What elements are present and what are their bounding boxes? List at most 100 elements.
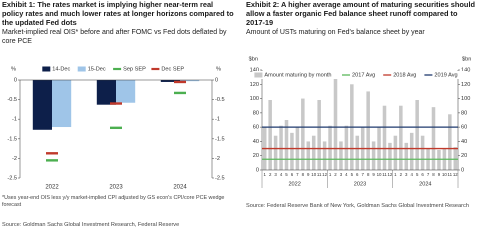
x-tick-label: 12: [387, 172, 392, 177]
x-tick-label: 12: [322, 172, 327, 177]
bar: [355, 135, 360, 170]
y2-tick-label: -1: [215, 117, 220, 123]
x-tick-label: 7: [427, 172, 430, 177]
bar: [431, 107, 436, 170]
page: {"chart_data": [ {"type": "bar", "title"…: [2, 0, 476, 228]
bar: [448, 114, 452, 170]
x-tick-label: 1: [329, 172, 332, 177]
y2-tick-label: 0: [215, 77, 218, 83]
bar: [420, 135, 425, 170]
x-tick-label: 10: [442, 172, 447, 177]
x-tick-label: 9: [372, 172, 375, 177]
x-tick-label: 2: [400, 172, 403, 177]
x-tick-label: 10: [377, 172, 382, 177]
x-group-label: 2022: [288, 181, 300, 187]
chart-title: Exhibit 1: The rates market is implying …: [2, 0, 234, 27]
y-tick-label: 0: [256, 167, 259, 173]
bar: [404, 142, 409, 170]
bar: [306, 141, 311, 170]
x-tick-label: 2023: [109, 185, 123, 191]
x-tick-label: 4: [280, 172, 283, 177]
y2-axis-label: $bn: [462, 56, 471, 62]
legend-swatch: [42, 66, 51, 72]
x-tick-label: 4: [410, 172, 413, 177]
x-tick-label: 3: [405, 172, 408, 177]
x-tick-label: 11: [382, 172, 387, 177]
x-group-label: 2024: [419, 181, 431, 187]
y-tick-label: 40: [253, 139, 259, 145]
y2-axis-label: %: [216, 66, 221, 72]
x-tick-label: 7: [361, 172, 364, 177]
x-tick-label: 11: [448, 172, 453, 177]
bar: [339, 141, 343, 170]
y-tick-label: 120: [250, 82, 259, 88]
legend-swatch: [254, 72, 263, 78]
y-tick-label: 60: [253, 125, 259, 131]
y2-tick-label: -1.5: [215, 136, 225, 142]
x-tick-label: 6: [421, 172, 424, 177]
bar: [415, 100, 419, 170]
bar: [290, 132, 294, 170]
legend-label: 2018 Avg: [393, 72, 416, 78]
x-tick-label: 1: [263, 172, 266, 177]
y2-tick-label: 40: [461, 139, 467, 145]
x-tick-label: 6: [291, 172, 294, 177]
x-group-label: 2023: [354, 181, 366, 187]
y-tick-label: -2.5: [7, 175, 17, 181]
chart-subtitle: Market-implied real OIS* before and afte…: [2, 29, 227, 45]
bar: [96, 80, 116, 105]
x-tick-label: 8: [367, 172, 370, 177]
source: Source: Federal Reserve Bank of New York…: [246, 203, 469, 209]
y2-tick-label: 60: [461, 125, 467, 131]
bar: [317, 100, 321, 170]
bar: [366, 91, 370, 170]
y2-tick-label: 0: [461, 167, 464, 173]
x-tick-label: 12: [453, 172, 458, 177]
legend-label: 14-Dec: [52, 66, 70, 72]
x-tick-label: 9: [307, 172, 310, 177]
legend-label: Dec SEP: [161, 66, 184, 72]
bar: [273, 135, 278, 170]
x-tick-label: 9: [438, 172, 441, 177]
bar: [52, 80, 72, 128]
y-axis-label: %: [11, 66, 16, 72]
y2-tick-label: -2.5: [215, 175, 225, 181]
bar: [453, 147, 458, 170]
bar: [116, 80, 136, 103]
footnote: *Uses year-end OIS less y/y market-impli…: [2, 195, 225, 208]
bar: [399, 105, 403, 170]
bar: [311, 135, 316, 170]
y2-tick-label: -2: [215, 156, 220, 162]
y-tick-label: 80: [253, 110, 259, 116]
y-tick-label: 0: [14, 77, 17, 83]
source: Source: Goldman Sachs Global Investment …: [2, 222, 180, 228]
x-tick-label: 8: [302, 172, 305, 177]
x-tick-label: 3: [340, 172, 343, 177]
bar: [322, 141, 327, 170]
bar: [409, 132, 414, 170]
x-tick-label: 6: [356, 172, 359, 177]
bar: [371, 141, 376, 170]
y2-tick-label: -0.5: [215, 97, 225, 103]
bar: [382, 105, 387, 170]
x-tick-label: 8: [432, 172, 435, 177]
bar: [268, 100, 272, 170]
x-tick-label: 2024: [173, 185, 187, 191]
legend-label: 2019 Avg: [434, 72, 457, 78]
y2-tick-label: 120: [461, 82, 470, 88]
x-tick-label: 5: [285, 172, 288, 177]
x-tick-label: 11: [317, 172, 322, 177]
bar: [328, 125, 332, 170]
y-tick-label: -1: [12, 117, 17, 123]
y2-tick-label: 80: [461, 110, 467, 116]
bar: [333, 77, 338, 170]
y-tick-label: -2: [12, 156, 17, 162]
bar: [344, 125, 349, 170]
y2-tick-label: 100: [461, 96, 470, 102]
legend-label: 2017 Avg: [352, 72, 375, 78]
y-tick-label: 20: [253, 153, 259, 159]
bar: [279, 125, 283, 170]
legend-swatch: [77, 66, 86, 72]
y-tick-label: -1.5: [7, 136, 17, 142]
bar: [160, 80, 180, 82]
